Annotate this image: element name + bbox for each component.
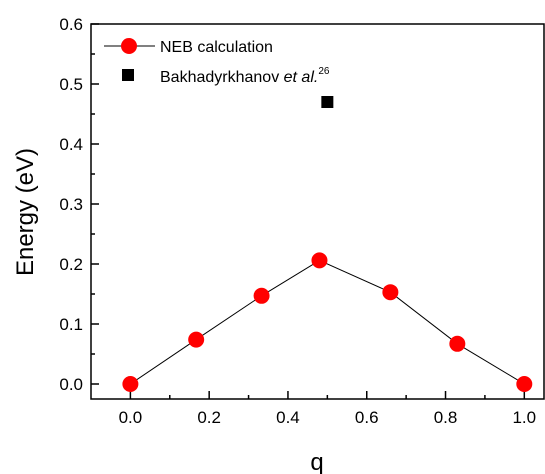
y-tick-labels: 0.0 0.1 0.2 0.3 0.4 0.5 0.6 (59, 15, 83, 394)
data-point (122, 376, 139, 392)
data-point (321, 96, 334, 108)
y-tick-label: 0.3 (59, 195, 83, 214)
x-tick-label: 0.4 (276, 408, 300, 427)
y-tick-label: 0.0 (59, 375, 83, 394)
legend-marker-bakhadyrkhanov (122, 69, 134, 81)
x-tick-label: 0.8 (434, 408, 458, 427)
plot-frame (90, 23, 545, 400)
x-axis-title: q (310, 449, 323, 474)
data-point (382, 284, 399, 301)
x-tick-labels: 0.0 0.2 0.4 0.6 0.8 1.0 (119, 408, 537, 427)
data-point (253, 287, 270, 304)
y-tick-label: 0.1 (59, 315, 83, 334)
data-point (449, 335, 466, 352)
series-line-0 (130, 259, 525, 385)
y-axis-title: Energy (eV) (12, 148, 39, 276)
y-tick-label: 0.5 (59, 75, 83, 94)
x-tick-label: 0.0 (119, 408, 143, 427)
y-tick-label: 0.4 (59, 135, 83, 154)
x-tick-label: 0.2 (197, 408, 221, 427)
series-layer (122, 96, 533, 392)
axis-ticks (91, 23, 526, 399)
data-point (188, 331, 205, 348)
x-tick-label: 0.6 (355, 408, 379, 427)
y-tick-label: 0.2 (59, 255, 83, 274)
legend-label-neb: NEB calculation (160, 39, 273, 56)
data-point (516, 376, 533, 392)
data-point (311, 252, 328, 269)
legend-label-bakhadyrkhanov: Bakhadyrkhanov et al.26 (160, 66, 330, 86)
legend: NEB calculation Bakhadyrkhanov et al.26 (104, 38, 330, 86)
legend-marker-neb (121, 38, 137, 54)
x-tick-label: 1.0 (512, 408, 536, 427)
y-tick-label: 0.6 (59, 15, 83, 34)
